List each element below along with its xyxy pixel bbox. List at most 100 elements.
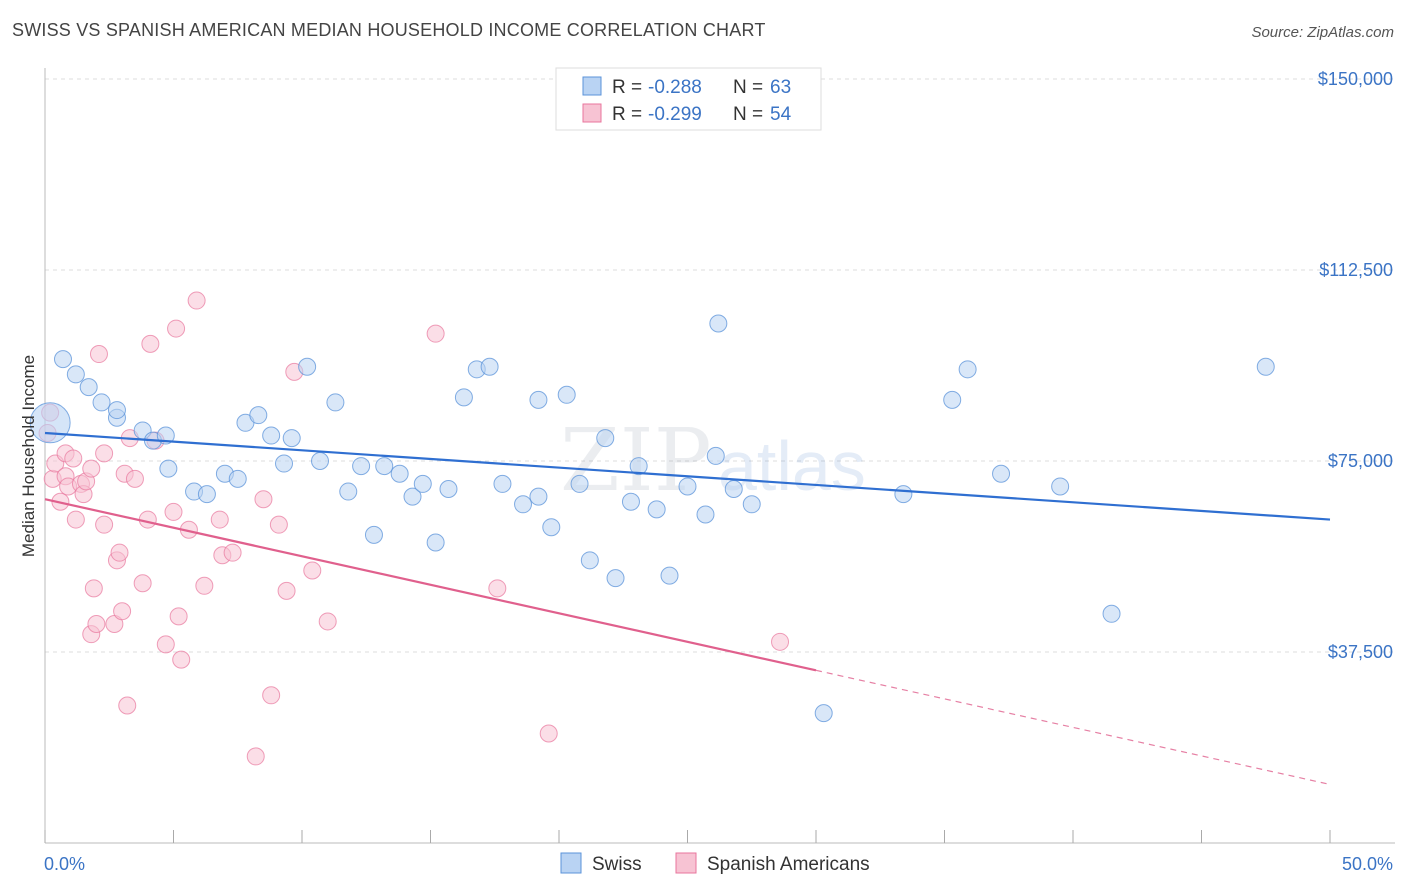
swiss-point-41	[570, 474, 589, 493]
swiss-point-53	[724, 480, 743, 499]
swiss-point-52	[709, 314, 728, 333]
spanish-point-53	[539, 724, 558, 743]
swiss-point-37	[529, 487, 548, 506]
swiss-point-62	[1256, 357, 1275, 376]
legend-swiss-n-label: N =	[733, 77, 763, 98]
swiss-point-43	[596, 429, 615, 448]
swiss-point-44	[606, 569, 625, 588]
spanish-point-46	[269, 515, 288, 534]
swiss-trend-line	[44, 431, 1331, 521]
spanish-point-35	[169, 607, 188, 626]
swiss-point-3	[79, 378, 98, 397]
legend-swiss-r-label: R =	[612, 77, 642, 98]
spanish-point-47	[277, 581, 296, 600]
spanish-trend-line	[44, 498, 817, 672]
swiss-point-57	[943, 390, 962, 409]
legend-swatch-spanish	[582, 103, 602, 123]
spanish-point-8	[64, 449, 83, 468]
swiss-point-20	[298, 357, 317, 376]
swiss-point-40	[557, 385, 576, 404]
swiss-point-46	[629, 457, 648, 476]
swiss-point-60	[1051, 477, 1070, 496]
spanish-point-28	[133, 574, 152, 593]
spanish-point-40	[210, 510, 229, 529]
spanish-trend-line-extrapolated	[815, 669, 1331, 786]
swiss-point-19	[282, 429, 301, 448]
swiss-point-47	[647, 500, 666, 519]
swiss-point-4	[92, 393, 111, 412]
spanish-point-32	[156, 635, 175, 654]
spanish-series	[38, 291, 790, 766]
legend-spanish-r-value: -0.299	[648, 104, 702, 125]
swiss-point-38	[529, 390, 548, 409]
legend-spanish-n-value: 54	[770, 104, 792, 125]
spanish-point-34	[167, 319, 186, 338]
spanish-point-36	[172, 650, 191, 669]
swiss-point-32	[454, 388, 473, 407]
legend-spanish-n-label: N =	[733, 104, 763, 125]
swiss-point-35	[493, 474, 512, 493]
spanish-point-23	[113, 602, 132, 621]
bottom-legend-swatch-swiss	[560, 852, 582, 874]
y-tick-label-2: $112,500	[1319, 260, 1393, 280]
spanish-point-19	[95, 515, 114, 534]
spanish-point-22	[110, 543, 129, 562]
swiss-point-51	[706, 446, 725, 465]
spanish-point-42	[223, 543, 242, 562]
swiss-point-17	[262, 426, 281, 445]
spanish-point-30	[141, 334, 160, 353]
spanish-point-43	[246, 747, 265, 766]
watermark-atlas: atlas	[718, 427, 866, 505]
gridlines	[45, 78, 1395, 653]
swiss-point-23	[339, 482, 358, 501]
trend-lines	[44, 431, 1331, 786]
spanish-point-52	[488, 579, 507, 598]
swiss-point-25	[364, 525, 383, 544]
legend-swiss-n-value: 63	[770, 77, 791, 98]
bottom-legend-swatch-spanish	[675, 852, 697, 874]
swiss-point-21	[310, 452, 329, 470]
spanish-point-49	[303, 561, 322, 580]
spanish-point-38	[187, 291, 206, 310]
y-tick-label-0: $37,500	[1328, 642, 1393, 662]
swiss-point-56	[894, 485, 913, 504]
swiss-point-29	[413, 474, 432, 493]
bottom-legend-spanish: Spanish Americans	[707, 854, 870, 875]
spanish-point-51	[426, 324, 445, 343]
swiss-point-36	[514, 495, 533, 514]
swiss-point-39	[542, 518, 561, 537]
swiss-point-24	[352, 457, 371, 476]
swiss-point-12	[197, 485, 216, 504]
spanish-point-18	[89, 345, 108, 364]
spanish-point-50	[318, 612, 337, 631]
swiss-point-6	[107, 401, 126, 420]
spanish-point-44	[254, 490, 273, 509]
spanish-point-27	[125, 469, 144, 488]
top-legend: R = -0.288 N = 63 R = -0.299 N = 54	[555, 67, 822, 131]
legend-swiss-r-value: -0.288	[648, 77, 702, 98]
swiss-point-10	[159, 459, 178, 478]
swiss-point-48	[660, 566, 679, 585]
swiss-point-large	[29, 402, 71, 444]
swiss-point-61	[1102, 604, 1121, 623]
swiss-point-58	[958, 360, 977, 379]
bottom-legend: Swiss Spanish Americans	[560, 852, 870, 875]
y-tick-label-1: $75,000	[1328, 451, 1393, 471]
legend-swatch-swiss	[582, 76, 602, 96]
x-tick-min: 0.0%	[44, 854, 85, 874]
swiss-point-54	[742, 495, 761, 514]
spanish-point-9	[66, 510, 85, 529]
swiss-point-26	[375, 457, 394, 476]
swiss-series	[29, 314, 1275, 723]
swiss-point-59	[992, 464, 1011, 483]
swiss-point-50	[696, 505, 715, 524]
swiss-point-30	[426, 533, 445, 552]
spanish-point-15	[84, 579, 103, 598]
spanish-point-54	[771, 632, 790, 651]
spanish-point-13	[82, 459, 101, 478]
chart-source: Source: ZipAtlas.com	[1251, 24, 1394, 41]
axes	[44, 68, 1395, 844]
swiss-point-55	[814, 704, 833, 723]
swiss-point-42	[580, 551, 599, 570]
swiss-point-49	[678, 477, 697, 496]
